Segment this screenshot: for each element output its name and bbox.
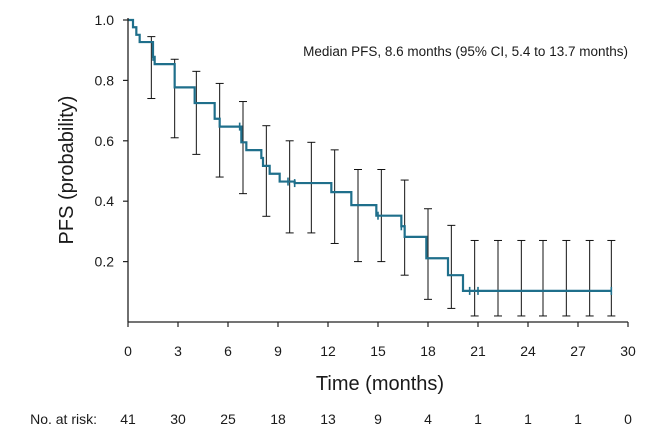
- risk-table-label: No. at risk:: [30, 411, 97, 427]
- ci-error-bar: [447, 224, 456, 309]
- ci-error-bar: [585, 239, 594, 317]
- x-tick-label: 24: [520, 343, 536, 359]
- survival-curve: [128, 18, 612, 292]
- y-tick-label: 0.4: [95, 193, 115, 209]
- ci-error-bar: [539, 239, 547, 317]
- risk-count: 30: [170, 411, 186, 427]
- x-tick-label: 9: [274, 343, 282, 359]
- ci-error-bar: [470, 239, 479, 317]
- risk-count: 18: [270, 411, 286, 427]
- y-tick-label: 0.6: [95, 133, 115, 149]
- risk-count: 9: [374, 411, 382, 427]
- x-axis-title: Time (months): [316, 373, 444, 395]
- x-tick-label: 15: [370, 343, 386, 359]
- x-tick-label: 0: [124, 343, 132, 359]
- x-tick-label: 30: [620, 343, 636, 359]
- ci-error-bar: [562, 239, 571, 317]
- y-tick-label: 0.2: [95, 254, 115, 270]
- risk-count: 25: [220, 411, 236, 427]
- y-tick-label: 1.0: [95, 12, 115, 28]
- risk-count: 41: [120, 411, 136, 427]
- x-tick-label: 21: [470, 343, 486, 359]
- risk-count: 4: [424, 411, 432, 427]
- ci-error-bar: [354, 168, 362, 263]
- risk-table-values: 41 30 25 18 13 9 4 1 1 1 0: [120, 411, 632, 427]
- annotation-median-pfs: Median PFS, 8.6 months (95% CI, 5.4 to 1…: [303, 44, 628, 59]
- ci-error-bar: [330, 149, 339, 244]
- x-tick-label: 27: [570, 343, 586, 359]
- y-tick-labels: 0.2 0.4 0.6 0.8 1.0: [95, 12, 115, 270]
- risk-count: 0: [624, 411, 632, 427]
- x-tick-label: 3: [174, 343, 182, 359]
- risk-count: 1: [524, 411, 532, 427]
- risk-count: 1: [574, 411, 582, 427]
- y-tick-label: 0.8: [95, 72, 115, 88]
- ci-error-bar: [239, 101, 247, 195]
- error-bars: [147, 36, 616, 317]
- ci-error-bar: [494, 239, 502, 317]
- ci-error-bar: [285, 140, 294, 234]
- axes: [123, 18, 629, 327]
- ci-error-bar: [307, 141, 316, 234]
- risk-count: 13: [320, 411, 336, 427]
- pfs-step-line: [128, 18, 612, 292]
- ci-error-bar: [262, 125, 271, 217]
- ci-error-bar: [517, 239, 526, 317]
- ci-error-bar: [192, 70, 201, 155]
- ci-error-bar: [424, 208, 432, 300]
- x-tick-label: 18: [420, 343, 436, 359]
- x-tick-labels: 0 3 6 9 12 15 18 21 24 27 30: [124, 343, 636, 359]
- risk-count: 1: [474, 411, 482, 427]
- x-tick-label: 6: [224, 343, 232, 359]
- x-tick-label: 12: [320, 343, 336, 359]
- y-axis-title: PFS (probability): [56, 96, 78, 245]
- ci-error-bar: [607, 239, 616, 317]
- ci-error-bar: [147, 36, 156, 100]
- censor-marks: [152, 52, 613, 295]
- ci-error-bar: [215, 82, 224, 178]
